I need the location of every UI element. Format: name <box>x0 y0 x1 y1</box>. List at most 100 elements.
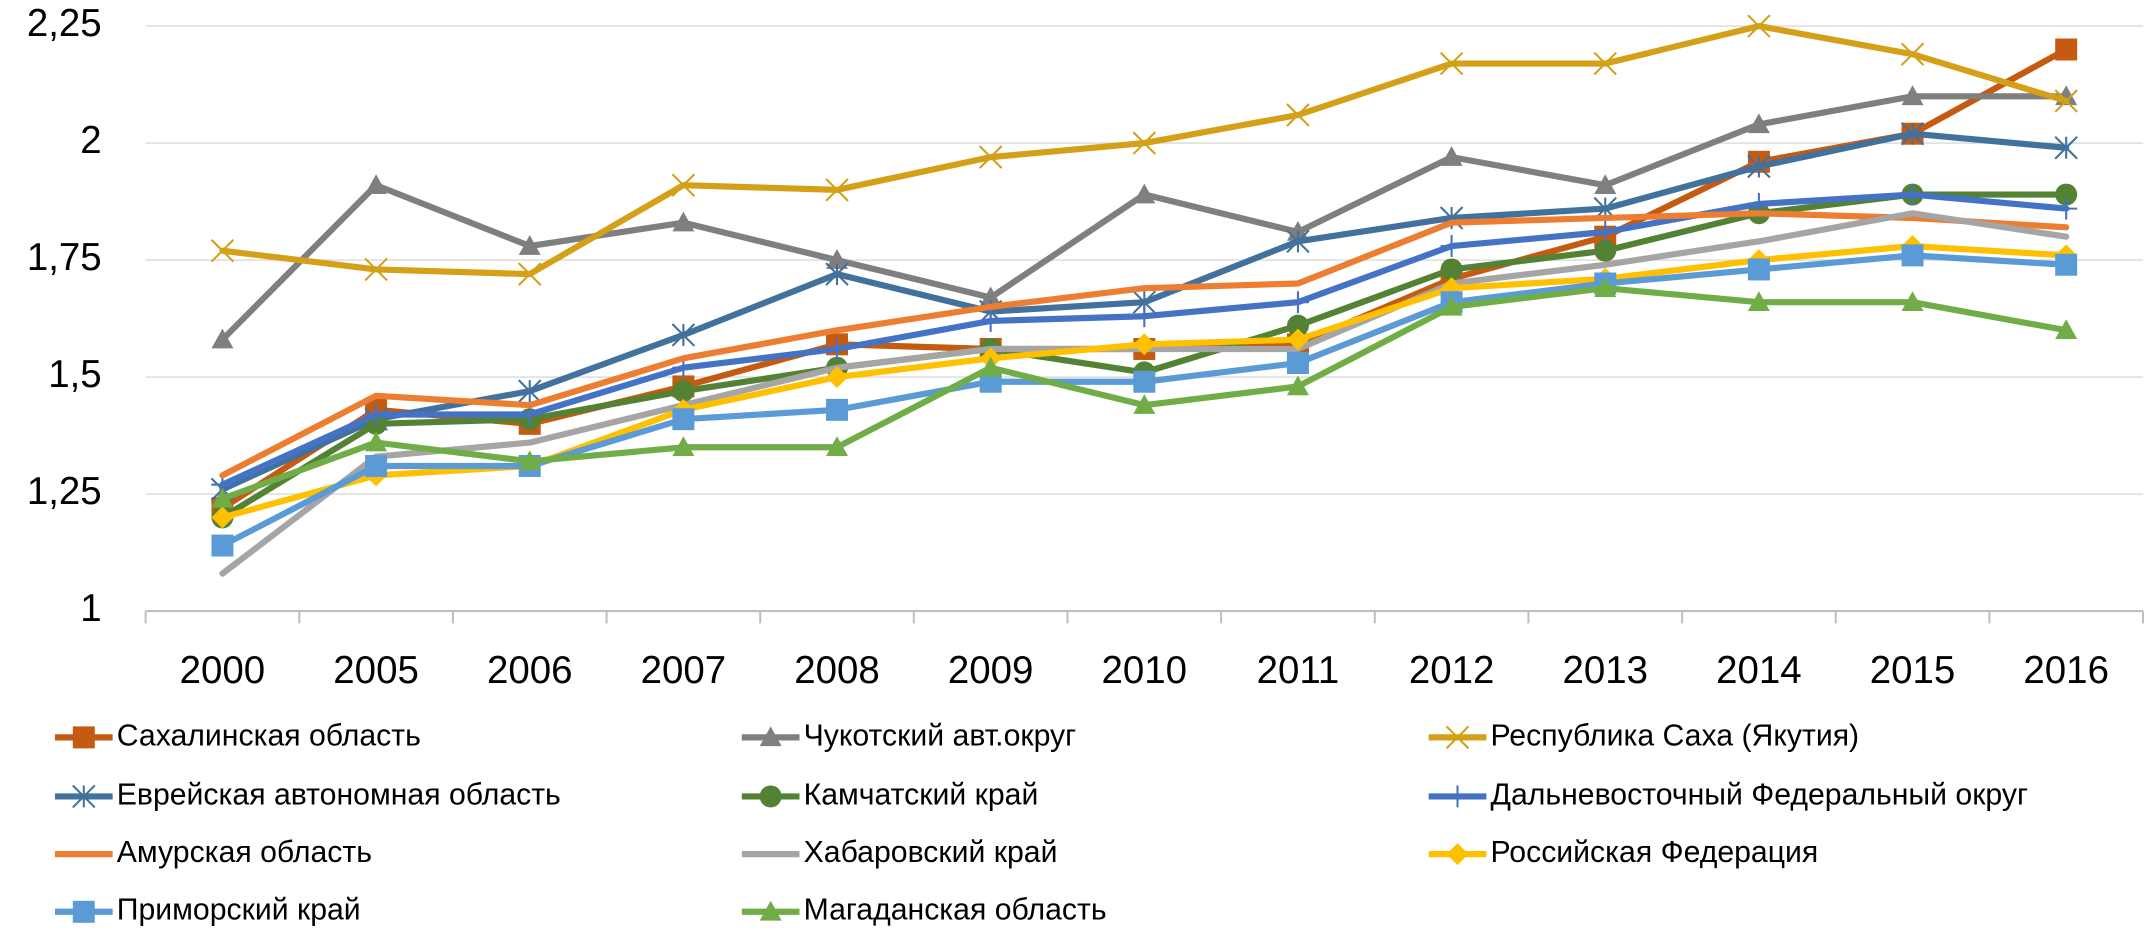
data-point <box>825 262 849 286</box>
data-point <box>1747 154 1771 179</box>
x-tick-label: 2016 <box>2023 649 2109 692</box>
data-point <box>365 403 388 426</box>
x-tick-label: 2012 <box>1409 649 1495 692</box>
data-point <box>1440 258 1463 281</box>
data-point <box>1901 85 1924 106</box>
data-point <box>1594 239 1617 262</box>
data-point <box>826 398 849 421</box>
data-point <box>1594 277 1617 297</box>
data-point <box>672 211 695 232</box>
data-point <box>1900 122 1925 146</box>
data-point <box>2055 319 2078 340</box>
legend-label: Еврейская автономная область <box>117 778 561 811</box>
series <box>211 183 2078 496</box>
data-point <box>1901 244 1924 267</box>
legend-item: Дальневосточный Федеральный округ <box>1428 778 2028 811</box>
data-point <box>1593 51 1617 76</box>
legend-marker <box>1446 843 1469 866</box>
legend-item: Амурская область <box>54 836 372 869</box>
data-point <box>1132 131 1157 155</box>
legend-item: Российская Федерация <box>1428 836 1818 869</box>
data-point <box>1286 352 1309 375</box>
series <box>210 14 2078 286</box>
data-point <box>2055 38 2078 61</box>
legend-label: Камчатский край <box>804 778 1039 811</box>
legend-label: Амурская область <box>117 836 372 869</box>
data-point <box>672 408 695 431</box>
y-tick-label: 1,75 <box>27 236 102 279</box>
data-point <box>1440 295 1463 316</box>
x-tick-label: 2005 <box>333 649 419 692</box>
data-point <box>518 262 542 286</box>
data-point <box>518 450 541 471</box>
x-tick-label: 2011 <box>1257 649 1340 692</box>
y-tick-label: 2,25 <box>27 2 102 45</box>
data-point <box>1286 229 1310 254</box>
legend-marker <box>759 785 782 808</box>
series <box>211 85 2078 349</box>
data-point <box>826 366 849 389</box>
data-point <box>1594 221 1617 243</box>
data-point <box>671 173 696 197</box>
data-point <box>1133 183 1156 204</box>
x-tick-label: 2006 <box>487 649 573 692</box>
data-point <box>672 436 695 457</box>
legend-marker <box>1445 725 1470 750</box>
legend-label: Дальневосточный Федеральный округ <box>1490 778 2028 811</box>
data-point <box>1594 174 1617 194</box>
data-point <box>979 286 1002 307</box>
y-tick-label: 2 <box>80 119 101 162</box>
data-point <box>978 145 1003 169</box>
x-tick-label: 2009 <box>948 649 1034 692</box>
legend-marker <box>72 726 95 749</box>
x-tick-label: 2010 <box>1102 649 1188 692</box>
legend-label: Сахалинская область <box>117 719 421 752</box>
data-point <box>1286 375 1309 396</box>
data-point <box>365 174 388 194</box>
data-point <box>210 239 235 263</box>
data-point <box>2055 253 2078 276</box>
data-point <box>1747 14 1771 38</box>
x-tick-label: 2007 <box>641 649 727 692</box>
data-point <box>1286 291 1309 314</box>
data-point <box>826 436 849 457</box>
y-tick-label: 1,25 <box>27 470 102 513</box>
data-point <box>2055 183 2078 206</box>
data-point <box>1286 314 1309 337</box>
data-point <box>1747 291 1770 311</box>
data-point <box>1440 146 1463 166</box>
data-point <box>1900 42 1925 66</box>
data-point <box>2054 136 2078 160</box>
data-point <box>1439 51 1464 76</box>
data-point <box>364 257 388 282</box>
data-point <box>1133 370 1156 393</box>
y-tick-label: 1 <box>80 587 101 630</box>
data-point <box>1286 328 1309 351</box>
legend-item: Еврейская автономная область <box>54 778 561 811</box>
series <box>211 277 2078 508</box>
data-point <box>211 487 234 508</box>
data-point <box>672 380 695 403</box>
legend-item: Хабаровский край <box>741 836 1058 869</box>
data-point <box>825 178 849 202</box>
legend-marker <box>759 900 782 921</box>
x-tick-label: 2013 <box>1562 649 1648 692</box>
legend-item: Сахалинская область <box>54 719 421 752</box>
x-tick-label: 2000 <box>180 649 266 692</box>
data-point <box>1133 305 1156 328</box>
data-point <box>1286 103 1310 127</box>
legend-item: Камчатский край <box>741 778 1039 811</box>
data-point <box>518 379 542 403</box>
legend-marker <box>759 726 782 747</box>
legend-item: Республика Саха (Якутия) <box>1428 719 1859 752</box>
data-point <box>979 356 1002 377</box>
legend-item: Приморский край <box>54 894 361 927</box>
legend-marker <box>1446 785 1469 808</box>
data-point <box>365 431 388 452</box>
legend-label: Российская Федерация <box>1490 836 1818 869</box>
data-point <box>826 338 849 360</box>
legend-label: Хабаровский край <box>804 836 1058 869</box>
data-point <box>365 454 388 477</box>
